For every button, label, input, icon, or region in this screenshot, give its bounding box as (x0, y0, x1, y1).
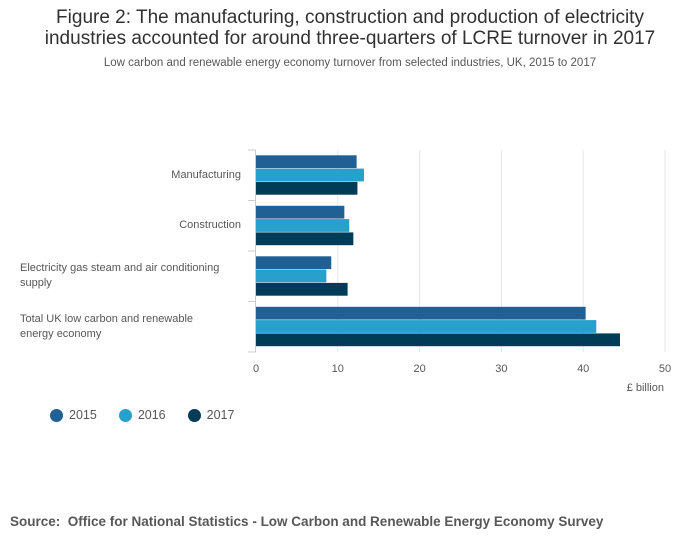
legend-item-2015[interactable]: 2015 (50, 408, 97, 422)
x-tick-label-3: 30 (495, 363, 507, 375)
x-tick-label-1: 10 (332, 363, 344, 375)
category-label-1: Construction (179, 218, 241, 233)
category-label-line: supply (20, 277, 52, 290)
x-tick-label-4: 40 (577, 363, 589, 375)
source-label: Source: (10, 514, 61, 529)
chart-title: Figure 2: The manufacturing, constructio… (0, 7, 700, 49)
bar-2016-cat-3 (256, 320, 597, 333)
bar-2017-cat-2 (256, 282, 348, 296)
source-note: Source: Office for National Statistics -… (10, 514, 603, 529)
category-label-line: energy economy (20, 327, 102, 340)
chart-title-line-2: industries accounted for around three-qu… (44, 28, 656, 49)
x-tick-label-5: 50 (659, 363, 671, 375)
category-label-line: Total UK low carbon and renewable (20, 312, 194, 325)
bar-2015-cat-1 (256, 205, 345, 219)
legend-marker-icon (50, 408, 63, 422)
legend-item-2016[interactable]: 2016 (118, 408, 166, 422)
category-label-line: Electricity gas steam and air conditioni… (20, 262, 220, 275)
category-label-0: Manufacturing (171, 168, 241, 183)
bar-2016-cat-1 (256, 219, 350, 232)
bar-2016-cat-0 (256, 168, 364, 182)
legend-marker-icon (187, 408, 201, 422)
bar-2015-cat-2 (256, 256, 332, 270)
legend-label: 2016 (137, 408, 166, 422)
x-axis-label: £ billion (626, 382, 664, 394)
category-label-line: Construction (179, 219, 241, 232)
bar-2017-cat-1 (256, 232, 354, 246)
legend-label: 2017 (206, 408, 235, 422)
category-label-line: Manufacturing (171, 168, 241, 181)
source-text: Office for National Statistics - Low Car… (67, 514, 604, 529)
legend-marker-icon (118, 408, 132, 422)
legend-label: 2015 (69, 408, 97, 422)
bar-2017-cat-0 (256, 181, 358, 195)
bar-2015-cat-3 (256, 306, 586, 320)
chart-title-line-1: Figure 2: The manufacturing, constructio… (56, 7, 644, 28)
bar-2015-cat-0 (256, 155, 357, 169)
x-tick-label-2: 20 (413, 363, 425, 375)
chart-legend: 2015 2016 2017 (50, 408, 256, 422)
x-tick-label-0: 0 (253, 363, 259, 375)
bar-2017-cat-3 (256, 333, 621, 347)
chart-subtitle: Low carbon and renewable energy economy … (103, 57, 597, 69)
bar-2016-cat-2 (256, 269, 327, 283)
legend-item-2017[interactable]: 2017 (187, 408, 235, 422)
category-label-2: Electricity gas steam and air conditioni… (20, 261, 219, 291)
category-label-3: Total UK low carbon and renewable energy … (20, 312, 193, 342)
